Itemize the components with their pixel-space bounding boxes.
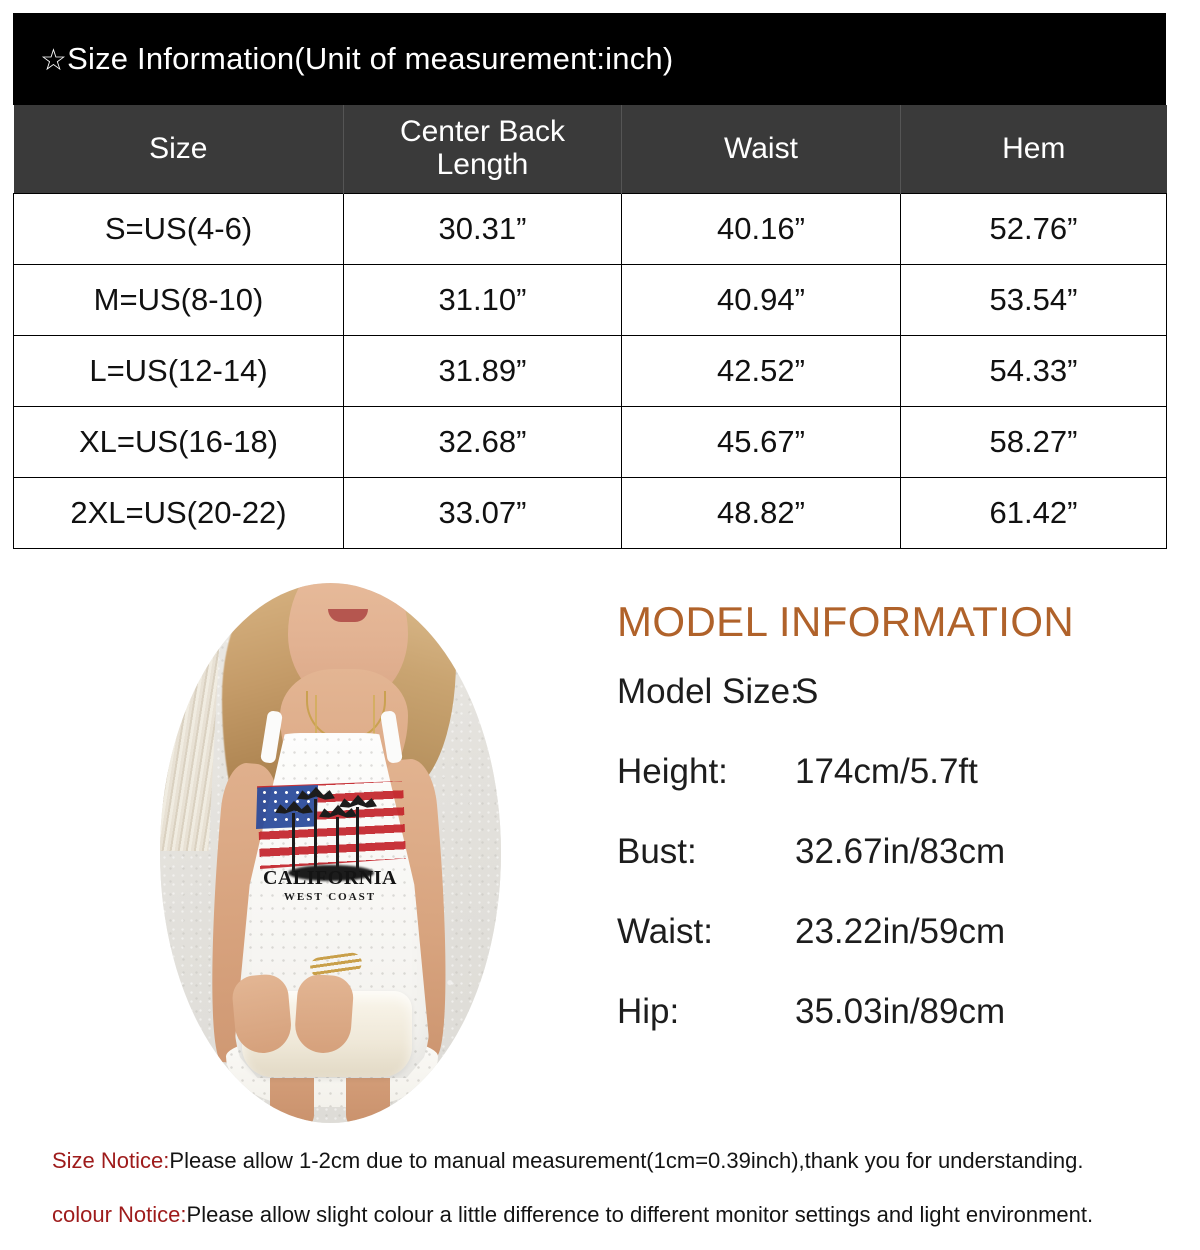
model-info-row-model-size: Model Size: S	[617, 672, 1177, 752]
hip-value: 35.03in/89cm	[795, 992, 1006, 1031]
size-information-title: ☆Size Information(Unit of measurement:in…	[13, 41, 673, 77]
table-row: L=US(12-14) 31.89” 42.52” 54.33”	[13, 334, 1167, 407]
table-row: M=US(8-10) 31.10” 40.94” 53.54”	[13, 263, 1167, 336]
cell-center-back-length: 33.07”	[343, 476, 622, 549]
colour-notice: colour Notice:Please allow slight colour…	[52, 1202, 1093, 1228]
model-photo: CALIFORNIA WEST COAST	[160, 583, 501, 1123]
model-info-row-bust: Bust: 32.67in/83cm	[617, 832, 1177, 912]
model-info-row-hip: Hip: 35.03in/89cm	[617, 992, 1177, 1072]
palm-tree	[314, 799, 317, 875]
cell-waist: 45.67”	[621, 405, 901, 478]
model-size-label: Model Size:	[617, 672, 800, 711]
palm-tree	[356, 807, 359, 875]
model-photo-content: CALIFORNIA WEST COAST	[160, 583, 501, 1123]
table-header-row: Size Center Back Length Waist Hem	[13, 105, 1167, 193]
colour-notice-text: Please allow slight colour a little diff…	[186, 1202, 1094, 1227]
cell-hem: 54.33”	[900, 334, 1167, 407]
hip-label: Hip:	[617, 992, 680, 1031]
cell-hem: 53.54”	[900, 263, 1167, 336]
column-header-center-back-length: Center Back Length	[343, 105, 622, 193]
size-table: Size Center Back Length Waist Hem S=US(4…	[13, 105, 1167, 549]
cell-size: S=US(4-6)	[13, 192, 344, 265]
cell-waist: 40.94”	[621, 263, 901, 336]
cell-hem: 52.76”	[900, 192, 1167, 265]
height-label: Height:	[617, 752, 728, 791]
bust-value: 32.67in/83cm	[795, 832, 1006, 871]
cell-size: L=US(12-14)	[13, 334, 344, 407]
size-notice: Size Notice:Please allow 1-2cm due to ma…	[52, 1148, 1084, 1174]
size-information-title-text: Size Information(Unit of measurement:inc…	[67, 41, 674, 76]
print-title: CALIFORNIA	[263, 867, 397, 889]
cell-center-back-length: 30.31”	[343, 192, 622, 265]
cell-waist: 42.52”	[621, 334, 901, 407]
size-notice-label: Size Notice:	[52, 1148, 170, 1173]
cell-hem: 61.42”	[900, 476, 1167, 549]
print-subtitle: WEST COAST	[283, 891, 377, 903]
cell-center-back-length: 31.10”	[343, 263, 622, 336]
cell-waist: 48.82”	[621, 476, 901, 549]
size-information-banner: ☆Size Information(Unit of measurement:in…	[13, 13, 1166, 105]
cell-size: 2XL=US(20-22)	[13, 476, 344, 549]
garment-graphic-print: CALIFORNIA WEST COAST	[254, 781, 406, 911]
model-info-row-waist: Waist: 23.22in/59cm	[617, 912, 1177, 992]
table-row: 2XL=US(20-22) 33.07” 48.82” 61.42”	[13, 476, 1167, 549]
cell-waist: 40.16”	[621, 192, 901, 265]
cell-center-back-length: 31.89”	[343, 334, 622, 407]
height-value: 174cm/5.7ft	[795, 752, 978, 791]
palm-tree	[336, 817, 339, 875]
palm-tree	[292, 813, 295, 875]
model-size-value: S	[795, 672, 819, 711]
model-info-row-height: Height: 174cm/5.7ft	[617, 752, 1177, 832]
table-row: XL=US(16-18) 32.68” 45.67” 58.27”	[13, 405, 1167, 478]
column-header-hem: Hem	[900, 105, 1167, 193]
cell-hem: 58.27”	[900, 405, 1167, 478]
bust-label: Bust:	[617, 832, 697, 871]
model-information-title: MODEL INFORMATION	[617, 598, 1075, 645]
waist-value: 23.22in/59cm	[795, 912, 1006, 951]
palm-base	[288, 865, 374, 881]
palm-trees-icon	[280, 785, 384, 889]
model-smile	[328, 609, 368, 622]
waist-label: Waist:	[617, 912, 713, 951]
cell-size: M=US(8-10)	[13, 263, 344, 336]
colour-notice-label: colour Notice:	[52, 1202, 187, 1227]
star-icon: ☆	[40, 44, 68, 77]
table-row: S=US(4-6) 30.31” 40.16” 52.76”	[13, 192, 1167, 265]
column-header-size: Size	[13, 105, 344, 193]
column-header-waist: Waist	[621, 105, 901, 193]
model-information-panel: MODEL INFORMATION Model Size: S Height: …	[617, 598, 1177, 1072]
cell-center-back-length: 32.68”	[343, 405, 622, 478]
size-notice-text: Please allow 1-2cm due to manual measure…	[169, 1148, 1084, 1173]
cell-size: XL=US(16-18)	[13, 405, 344, 478]
